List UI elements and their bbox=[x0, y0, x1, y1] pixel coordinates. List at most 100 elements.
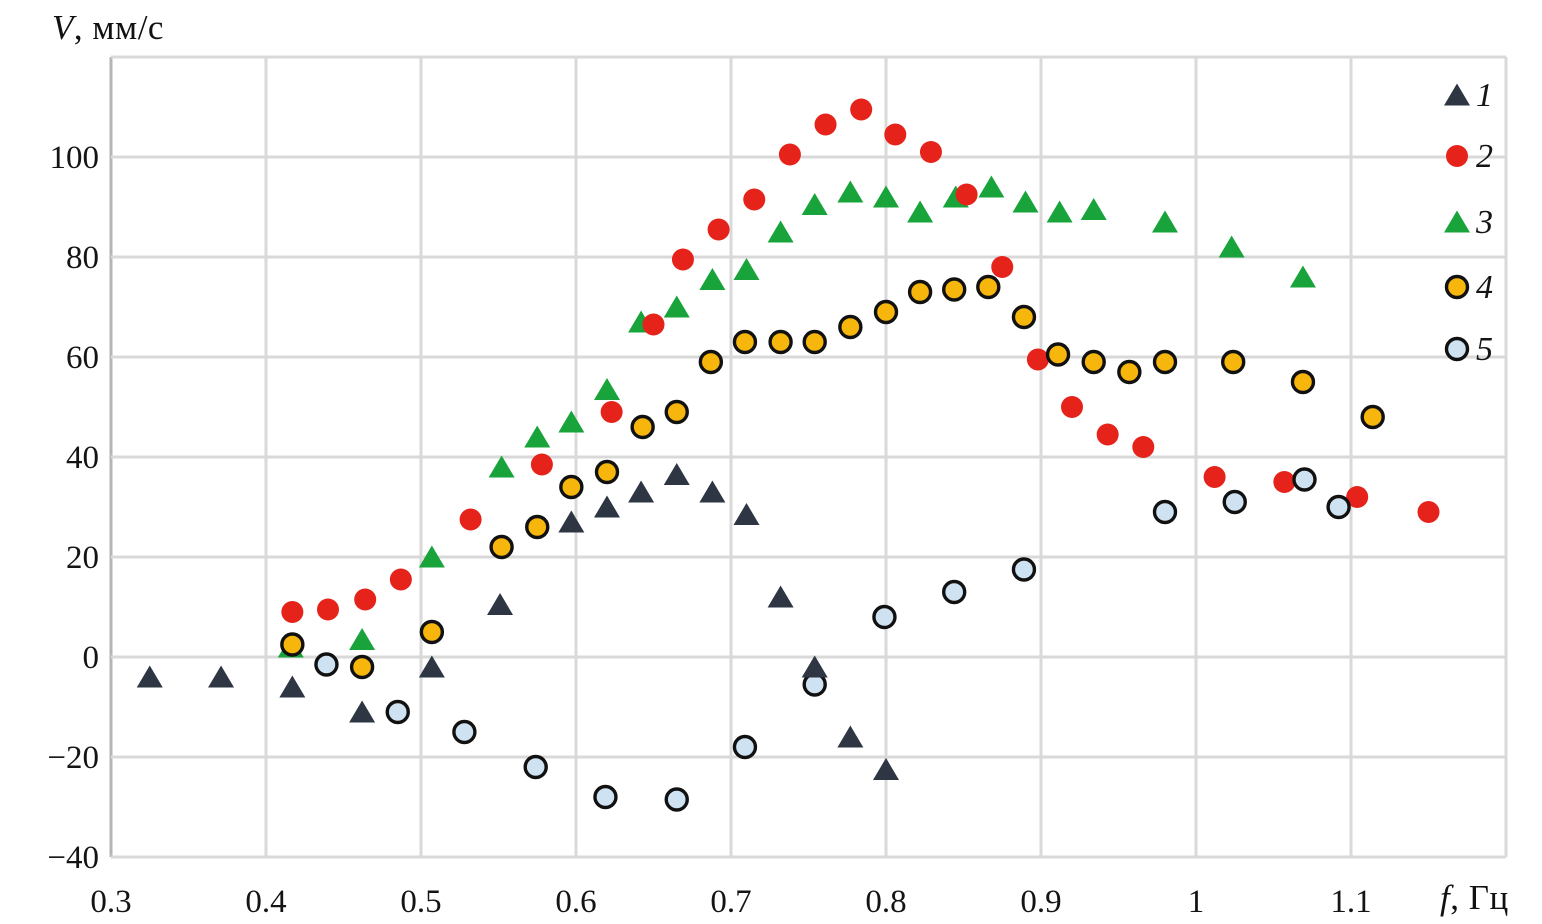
legend-label-5: 5 bbox=[1476, 331, 1493, 368]
data-point-series-4 bbox=[1360, 404, 1385, 430]
data-point-series-2 bbox=[317, 598, 339, 621]
data-point-series-1 bbox=[487, 593, 514, 615]
data-point-series-1 bbox=[873, 758, 899, 780]
data-point-series-4 bbox=[559, 474, 584, 500]
data-point-series-5 bbox=[385, 699, 410, 725]
data-point-series-4 bbox=[1290, 369, 1316, 395]
data-point-series-3 bbox=[594, 378, 620, 400]
data-point-series-3 bbox=[558, 410, 585, 433]
x-tick-label: 0.6 bbox=[555, 884, 596, 920]
data-point-series-2 bbox=[1417, 501, 1440, 523]
data-point-series-2 bbox=[955, 183, 978, 206]
y-axis-title: V, мм/с bbox=[52, 8, 164, 48]
data-point-series-2 bbox=[281, 601, 304, 623]
data-point-series-2 bbox=[530, 453, 553, 476]
x-tick-label: 0.3 bbox=[90, 884, 131, 920]
y-axis-symbol: V bbox=[52, 8, 74, 47]
data-point-series-2 bbox=[1203, 466, 1226, 488]
data-point-series-2 bbox=[743, 188, 766, 211]
data-point-series-2 bbox=[850, 98, 873, 121]
data-point-series-3 bbox=[349, 628, 376, 650]
data-point-series-2 bbox=[884, 123, 907, 146]
data-point-series-2 bbox=[671, 248, 694, 271]
data-point-series-2 bbox=[1132, 436, 1155, 458]
x-tick-label: 0.8 bbox=[865, 884, 906, 920]
data-point-series-3 bbox=[1289, 265, 1316, 288]
data-point-series-3 bbox=[873, 185, 899, 208]
x-tick-label: 1 bbox=[1188, 884, 1205, 920]
x-axis-title: f, Гц bbox=[1440, 878, 1509, 918]
data-point-series-4 bbox=[419, 619, 445, 645]
y-tick-label: −40 bbox=[47, 840, 99, 876]
data-point-series-4 bbox=[732, 329, 758, 355]
data-point-series-5 bbox=[732, 734, 758, 760]
x-axis-symbol: f bbox=[1440, 878, 1451, 917]
x-axis-units: , Гц bbox=[1450, 878, 1509, 917]
data-point-series-5 bbox=[1292, 467, 1317, 492]
y-axis-units: , мм/с bbox=[73, 8, 164, 47]
data-point-series-4 bbox=[1011, 304, 1037, 330]
data-point-series-5 bbox=[942, 579, 967, 605]
y-tick-label: 40 bbox=[66, 440, 99, 476]
x-tick-label: 1.1 bbox=[1330, 884, 1371, 920]
data-point-series-4 bbox=[630, 414, 655, 440]
data-point-series-1 bbox=[349, 700, 376, 723]
data-point-series-3 bbox=[418, 545, 445, 568]
data-point-series-3 bbox=[1080, 198, 1107, 220]
x-tick-label: 0.5 bbox=[400, 884, 441, 920]
data-point-series-4 bbox=[1220, 349, 1246, 375]
data-point-series-4 bbox=[1117, 359, 1142, 385]
legend-label-3: 3 bbox=[1475, 204, 1493, 241]
data-point-series-5 bbox=[1152, 499, 1178, 525]
data-point-series-3 bbox=[801, 193, 828, 215]
data-point-series-1 bbox=[594, 495, 620, 518]
data-point-series-1 bbox=[663, 463, 690, 485]
data-point-series-2 bbox=[778, 143, 801, 166]
data-point-series-3 bbox=[663, 295, 690, 318]
data-point-series-3 bbox=[1218, 235, 1245, 258]
legend-marker-3 bbox=[1444, 210, 1470, 233]
data-point-series-4 bbox=[594, 459, 620, 485]
data-point-series-1 bbox=[558, 510, 585, 533]
data-point-series-4 bbox=[1152, 349, 1178, 375]
data-point-series-2 bbox=[1346, 486, 1369, 508]
data-point-series-4 bbox=[838, 314, 863, 340]
x-tick-label: 0.9 bbox=[1020, 884, 1061, 920]
data-point-series-1 bbox=[418, 655, 445, 678]
data-point-series-4 bbox=[873, 299, 899, 325]
data-point-series-1 bbox=[628, 480, 655, 503]
data-point-series-2 bbox=[459, 508, 482, 531]
y-tick-label: 100 bbox=[50, 140, 100, 176]
x-tick-label: 0.7 bbox=[710, 884, 751, 920]
y-tick-label: −20 bbox=[47, 740, 99, 776]
data-point-series-1 bbox=[208, 665, 235, 688]
data-point-series-3 bbox=[699, 268, 726, 290]
data-point-series-4 bbox=[1081, 349, 1106, 375]
data-point-series-2 bbox=[1061, 396, 1083, 418]
data-point-series-1 bbox=[733, 503, 760, 525]
data-point-series-5 bbox=[452, 719, 477, 745]
data-point-series-4 bbox=[1045, 342, 1071, 367]
data-point-series-2 bbox=[600, 401, 623, 423]
legend-marker-2 bbox=[1446, 145, 1468, 167]
data-point-series-4 bbox=[976, 274, 1001, 300]
data-point-series-2 bbox=[1096, 423, 1119, 446]
y-tick-label: 80 bbox=[66, 240, 99, 276]
data-point-series-3 bbox=[524, 425, 551, 448]
data-point-series-1 bbox=[699, 480, 726, 503]
data-point-series-2 bbox=[707, 218, 730, 241]
data-point-series-3 bbox=[978, 175, 1005, 198]
x-tick-label: 0.4 bbox=[245, 884, 286, 920]
data-point-series-1 bbox=[279, 675, 306, 698]
data-point-series-5 bbox=[872, 604, 897, 630]
data-point-series-1 bbox=[767, 585, 794, 608]
legend-marker-5 bbox=[1444, 336, 1470, 362]
data-point-series-1 bbox=[801, 655, 828, 678]
data-point-series-4 bbox=[802, 329, 827, 355]
legend-label-2: 2 bbox=[1476, 138, 1493, 175]
data-point-series-4 bbox=[768, 329, 793, 355]
data-point-series-1 bbox=[837, 725, 864, 748]
data-point-series-2 bbox=[814, 113, 837, 136]
